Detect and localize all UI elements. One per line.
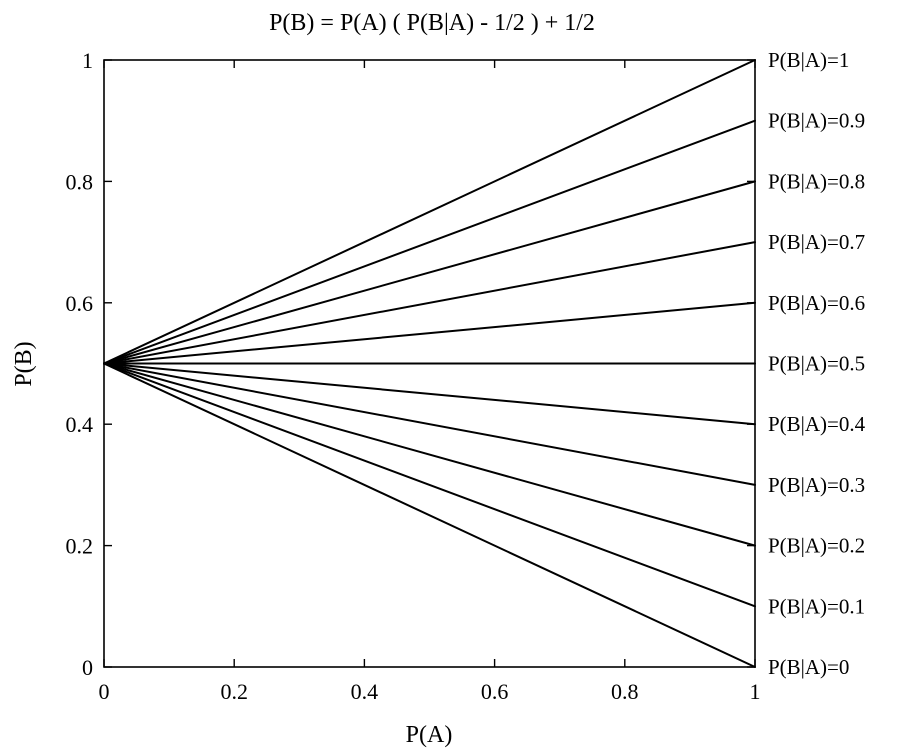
series-line-p-b-a-0-1 bbox=[103, 362, 756, 608]
x-tick-label: 0.2 bbox=[220, 679, 248, 704]
series-label-p-b-a-0-3: P(B|A)=0.3 bbox=[768, 473, 865, 497]
y-tick-label: 0.2 bbox=[66, 534, 94, 559]
series-line-p-b-a-0-8 bbox=[103, 180, 756, 365]
series-labels: P(B|A)=1 P(B|A)=0.9 P(B|A)=0.8 P(B|A)=0.7 P(… bbox=[768, 48, 866, 679]
y-axis-ticks bbox=[104, 59, 755, 668]
y-tick-label: 0.8 bbox=[66, 169, 94, 194]
series-label-p-b-a-0-9: P(B|A)=0.9 bbox=[768, 109, 865, 133]
series-label-p-b-a-0-1: P(B|A)=0.1 bbox=[768, 594, 865, 618]
series-line-p-b-a-0-2 bbox=[103, 362, 756, 547]
series-line-p-b-a-0-7 bbox=[103, 241, 756, 365]
series-label-p-b-a-0-8: P(B|A)=0.8 bbox=[768, 169, 865, 193]
series-label-p-b-a-0-5: P(B|A)=0.5 bbox=[768, 352, 865, 376]
series-label-p-b-a-0-6: P(B|A)=0.6 bbox=[768, 291, 865, 315]
x-axis-label: P(A) bbox=[406, 722, 453, 748]
y-tick-label: 0 bbox=[82, 655, 93, 680]
x-axis-tick-labels: 0 0.2 0.4 0.6 0.8 1 bbox=[99, 679, 761, 704]
series-line-p-b-a-0-4 bbox=[103, 362, 756, 426]
series-label-p-b-a-0-4: P(B|A)=0.4 bbox=[768, 412, 866, 436]
x-tick-label: 0.4 bbox=[351, 679, 379, 704]
series-line-p-b-a-0-6 bbox=[103, 301, 756, 365]
y-tick-label: 1 bbox=[82, 48, 93, 73]
y-axis-label: P(B) bbox=[11, 341, 37, 386]
x-axis-ticks bbox=[103, 60, 756, 667]
plot-area bbox=[103, 59, 756, 668]
x-tick-label: 0.8 bbox=[611, 679, 639, 704]
series-line-p-b-a-0-3 bbox=[103, 362, 756, 486]
series-lines bbox=[103, 59, 756, 668]
series-line-p-b-a-1 bbox=[103, 59, 756, 365]
series-label-p-b-a-1: P(B|A)=1 bbox=[768, 48, 849, 72]
x-tick-label: 0.6 bbox=[481, 679, 509, 704]
x-tick-label: 1 bbox=[750, 679, 761, 704]
series-line-p-b-a-0 bbox=[103, 362, 756, 668]
series-label-p-b-a-0: P(B|A)=0 bbox=[768, 655, 849, 679]
x-tick-label: 0 bbox=[99, 679, 110, 704]
series-line-p-b-a-0-9 bbox=[103, 119, 756, 365]
y-tick-label: 0.4 bbox=[66, 412, 94, 437]
series-label-p-b-a-0-7: P(B|A)=0.7 bbox=[768, 230, 865, 254]
y-axis-tick-labels: 0 0.2 0.4 0.6 0.8 1 bbox=[66, 48, 94, 680]
series-label-p-b-a-0-2: P(B|A)=0.2 bbox=[768, 534, 865, 558]
chart-title: P(B) = P(A) ( P(B|A) - 1/2 ) + 1/2 bbox=[269, 10, 595, 36]
y-tick-label: 0.6 bbox=[66, 291, 94, 316]
plot-frame bbox=[103, 59, 756, 668]
